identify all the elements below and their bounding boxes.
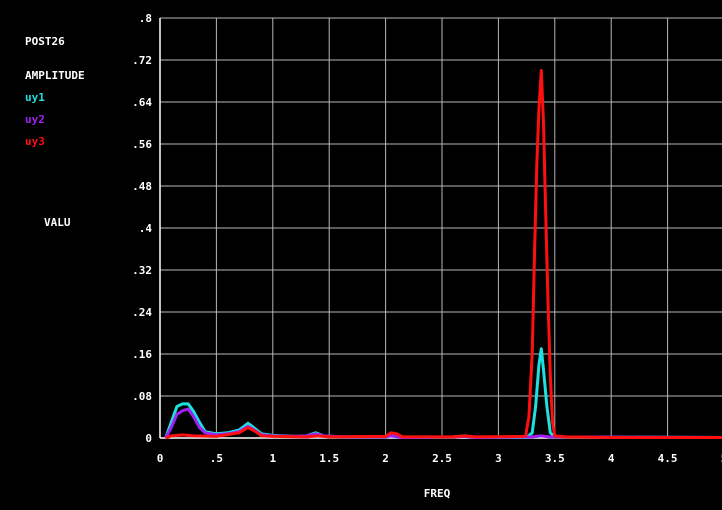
x-tick-label-1: .5 [210, 452, 223, 465]
y-tick-label-6: .48 [132, 180, 152, 193]
y-axis-label: VALU [44, 216, 71, 229]
y-tick-label-4: .32 [132, 264, 152, 277]
x-tick-label-9: 4.5 [658, 452, 678, 465]
x-tick-label-5: 2.5 [432, 452, 452, 465]
x-tick-label-0: 0 [157, 452, 164, 465]
y-tick-label-5: .4 [139, 222, 153, 235]
legend-item-uy3: uy3 [25, 135, 45, 148]
x-tick-label-6: 3 [495, 452, 502, 465]
y-tick-label-10: .8 [139, 12, 152, 25]
x-tick-label-7: 3.5 [545, 452, 565, 465]
legend-item-uy2: uy2 [25, 113, 45, 126]
y-tick-label-2: .16 [132, 348, 152, 361]
y-tick-label-8: .64 [132, 96, 152, 109]
y-tick-label-7: .56 [132, 138, 152, 151]
series-lines [164, 69, 722, 440]
y-tick-label-9: .72 [132, 54, 152, 67]
y-tick-label-1: .08 [132, 390, 152, 403]
x-tick-label-10: 5 [721, 452, 722, 465]
grid-lines [160, 17, 722, 438]
y-tick-label-0: 0 [145, 432, 152, 445]
x-tick-label-8: 4 [608, 452, 615, 465]
x-tick-label-3: 1.5 [319, 452, 339, 465]
x-tick-labels: 0 .5 1 1.5 2 2.5 3 3.5 4 4.5 5 [157, 452, 722, 465]
legend-item-uy1: uy1 [25, 91, 45, 104]
x-tick-label-4: 2 [382, 452, 389, 465]
x-axis-label: FREQ [424, 487, 451, 500]
series-line-uy3 [165, 69, 722, 440]
program-title: POST26 [25, 35, 65, 48]
quantity-label: AMPLITUDE [25, 69, 85, 82]
y-tick-label-3: .24 [132, 306, 152, 319]
y-tick-labels: 0 .08 .16 .24 .32 .4 .48 .56 .64 .72 .8 [132, 12, 152, 445]
x-tick-label-2: 1 [269, 452, 276, 465]
